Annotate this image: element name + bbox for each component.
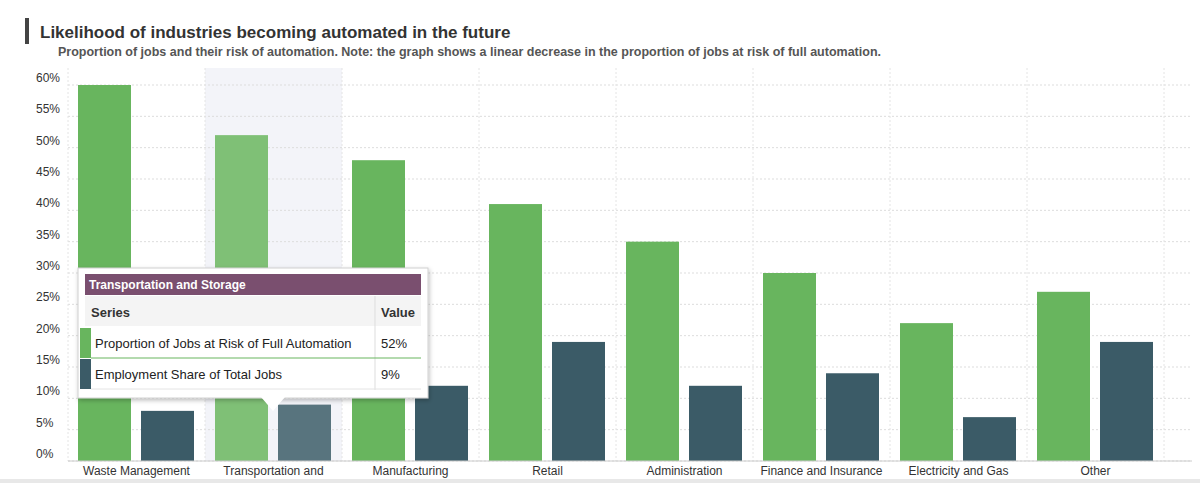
bar (141, 411, 194, 461)
bar (552, 342, 605, 461)
tooltip-row-line (91, 389, 421, 390)
tooltip-header: Value (381, 305, 415, 320)
x-tick-label: Administration (646, 464, 722, 478)
category-grid-line (753, 68, 754, 461)
y-tick-label: 20% (36, 322, 60, 336)
category-grid-line (205, 68, 206, 461)
grid-line (68, 85, 1192, 86)
category-grid-line (1164, 68, 1165, 461)
grid-line (68, 116, 1192, 117)
x-tick-label: Manufacturing (372, 464, 448, 478)
tooltip-swatch (80, 359, 91, 389)
bar (826, 373, 879, 461)
tooltip-value: 52% (381, 336, 407, 351)
bar (1037, 292, 1090, 461)
y-tick-label: 15% (36, 353, 60, 367)
y-tick-label: 25% (36, 290, 60, 304)
y-tick-label: 60% (36, 71, 60, 85)
tooltip-title-bar (85, 274, 421, 295)
tooltip-box (78, 268, 428, 398)
x-tick-label: Electricity and Gas (908, 464, 1008, 478)
bar (1100, 342, 1153, 461)
grid-line (68, 461, 1192, 462)
bar (278, 405, 331, 461)
x-tick-label: Retail (532, 464, 563, 478)
subtitle: Proportion of jobs and their risk of aut… (58, 45, 881, 59)
y-tick-label: 50% (36, 134, 60, 148)
category-grid-line (616, 68, 617, 461)
y-tick-label: 40% (36, 196, 60, 210)
tooltip-title: Transportation and Storage (89, 278, 246, 292)
category-grid-line (1027, 68, 1028, 461)
bar (963, 417, 1016, 461)
y-tick-label: 5% (36, 416, 54, 430)
category-grid-line (68, 68, 69, 461)
y-tick-label: 10% (36, 384, 60, 398)
tooltip-value: 9% (381, 367, 400, 382)
x-tick-label: Transportation and (223, 464, 323, 478)
tooltip-row-line (91, 358, 421, 359)
y-tick-label: 0% (36, 447, 54, 461)
tooltip-pointer (261, 397, 285, 411)
category-grid-line (342, 68, 343, 461)
bar (489, 204, 542, 461)
x-tick-label: Finance and Insurance (760, 464, 882, 478)
y-tick-label: 35% (36, 228, 60, 242)
bar (689, 386, 742, 461)
bar (763, 273, 816, 461)
bar (626, 242, 679, 461)
y-tick-label: 55% (36, 102, 60, 116)
tooltip: Transportation and Storage Series Value Pro… (78, 268, 428, 411)
y-tick-label: 45% (36, 165, 60, 179)
x-tick-label: Other (1080, 464, 1110, 478)
x-axis-line (68, 461, 1192, 462)
bar (900, 323, 953, 461)
category-grid-line (890, 68, 891, 461)
tooltip-header: Series (91, 305, 130, 320)
tooltip-divider (375, 296, 376, 390)
y-tick-label: 30% (36, 259, 60, 273)
tooltip-swatch (80, 328, 91, 358)
tooltip-header-bg (85, 296, 421, 326)
hover-band (205, 68, 342, 461)
title: Likelihood of industries becoming automa… (40, 23, 510, 42)
category-grid-line (479, 68, 480, 461)
tooltip-series-name: Employment Share of Total Jobs (95, 367, 282, 382)
x-tick-label: Waste Management (83, 464, 191, 478)
bottom-bar (0, 479, 1200, 483)
tooltip-series-name: Proportion of Jobs at Risk of Full Autom… (95, 336, 352, 351)
title-marker (25, 18, 29, 44)
